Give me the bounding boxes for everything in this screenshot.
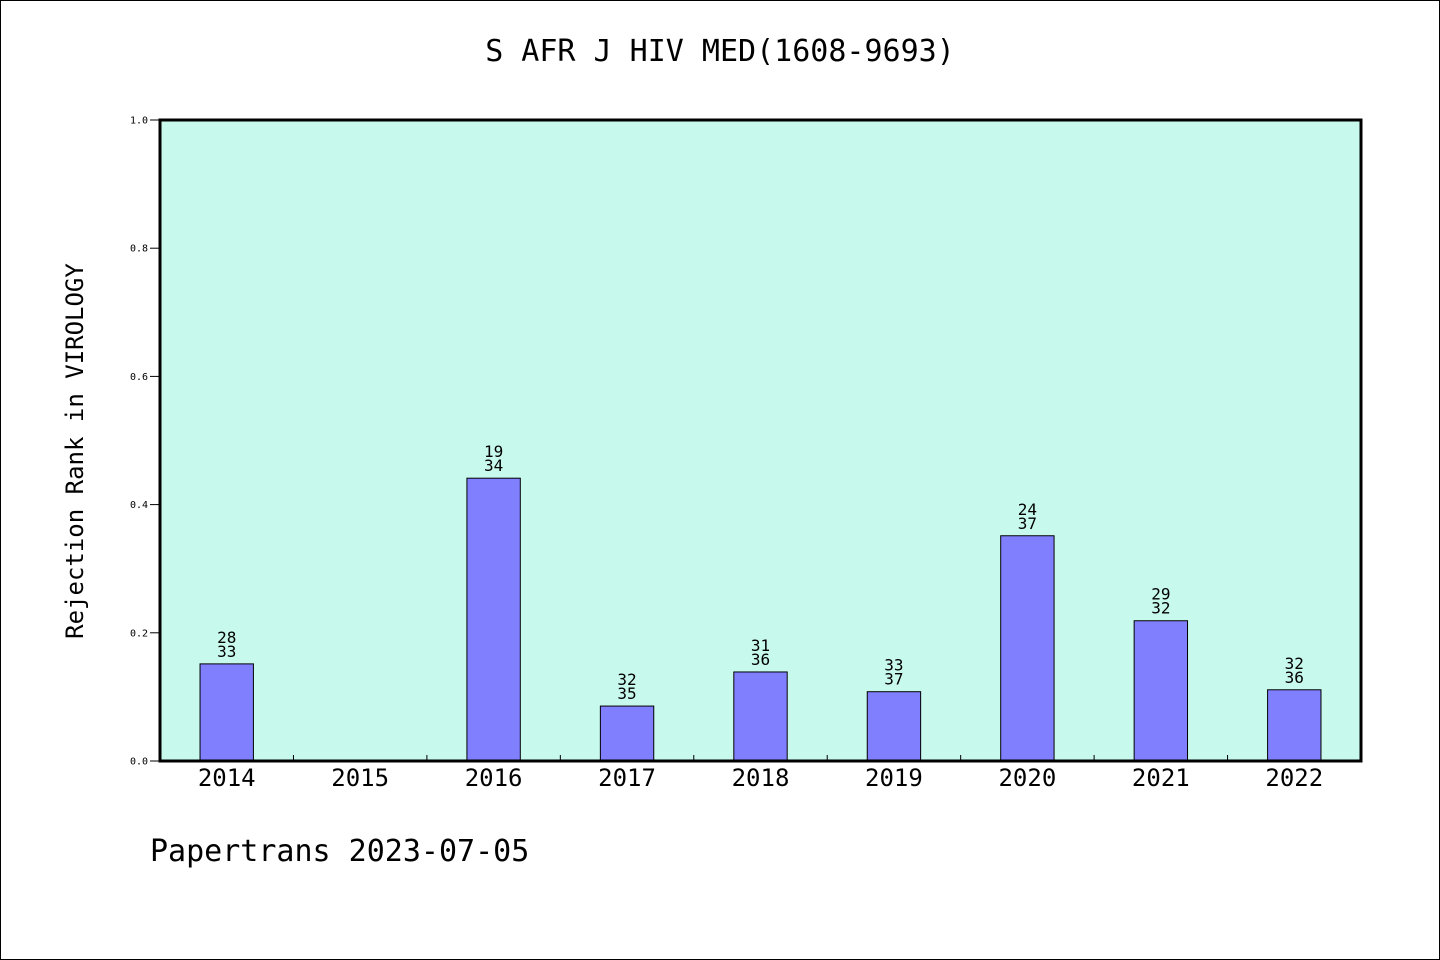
y-tick-label: 0.0 bbox=[130, 757, 148, 768]
bar-label-bottom-2020: 37 bbox=[1018, 514, 1037, 533]
footer-text: Papertrans 2023-07-05 bbox=[150, 834, 530, 869]
bar-2014 bbox=[199, 663, 254, 762]
x-tick-label-2019: 2019 bbox=[865, 764, 923, 792]
x-tick-label-2015: 2015 bbox=[331, 764, 389, 792]
y-tick-label: 1.0 bbox=[130, 116, 148, 127]
bar-label-top-2022: 32 bbox=[1285, 654, 1304, 673]
bar-label-bottom-2022: 36 bbox=[1285, 668, 1304, 687]
y-tick-label: 0.6 bbox=[130, 372, 148, 383]
x-tick-label-2016: 2016 bbox=[465, 764, 523, 792]
bar-label-top-2016: 19 bbox=[484, 442, 503, 461]
y-tick-label: 0.8 bbox=[130, 244, 148, 255]
bar-2017 bbox=[599, 705, 655, 762]
x-tick-label-2021: 2021 bbox=[1132, 764, 1190, 792]
bar-2021 bbox=[1133, 620, 1189, 762]
bar-label-bottom-2017: 35 bbox=[617, 684, 636, 703]
bar-label-bottom-2016: 34 bbox=[484, 456, 503, 475]
bar-2018 bbox=[733, 671, 788, 762]
y-tick-label: 0.4 bbox=[130, 500, 148, 511]
bar-2022 bbox=[1267, 689, 1322, 762]
bar-label-top-2014: 28 bbox=[217, 628, 236, 647]
bar-label-top-2019: 33 bbox=[884, 656, 903, 675]
bar-label-top-2021: 29 bbox=[1151, 585, 1170, 604]
chart-title: S AFR J HIV MED(1608-9693) bbox=[485, 34, 955, 69]
x-tick-label-2014: 2014 bbox=[198, 764, 256, 792]
bar-2019 bbox=[866, 691, 922, 762]
x-tick-label-2022: 2022 bbox=[1265, 764, 1323, 792]
bar-2016 bbox=[466, 477, 521, 762]
x-tick-label-2020: 2020 bbox=[998, 764, 1056, 792]
bar-label-top-2020: 24 bbox=[1018, 500, 1037, 519]
plot-border bbox=[158, 118, 1363, 763]
x-tick-label-2018: 2018 bbox=[732, 764, 790, 792]
x-tick-label-2017: 2017 bbox=[598, 764, 656, 792]
bar-label-bottom-2014: 33 bbox=[217, 642, 236, 661]
bar-label-bottom-2018: 36 bbox=[751, 650, 770, 669]
bar-label-top-2018: 31 bbox=[751, 636, 770, 655]
bar-label-top-2017: 32 bbox=[617, 670, 636, 689]
bar-label-bottom-2021: 32 bbox=[1151, 599, 1170, 618]
y-tick-label: 0.2 bbox=[130, 628, 148, 639]
bar-label-bottom-2019: 37 bbox=[884, 670, 903, 689]
bar-2020 bbox=[1000, 535, 1055, 762]
